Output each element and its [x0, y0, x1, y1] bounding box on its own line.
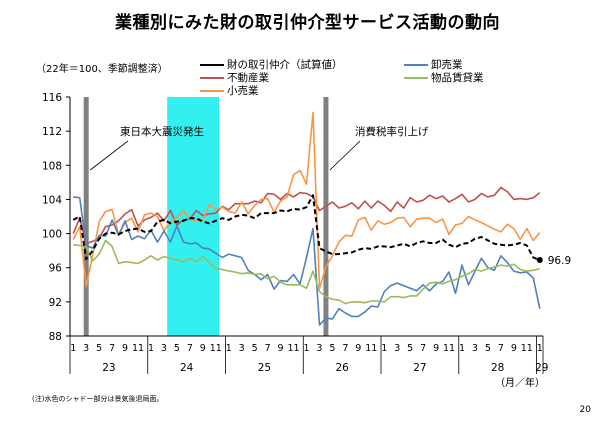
- x-tick-label-60: 1: [459, 343, 465, 354]
- x-tick-label-36: 1: [303, 343, 309, 354]
- x-tick-label-38: 3: [316, 343, 322, 354]
- x-tick-label-18: 7: [187, 343, 193, 354]
- x-tick-label-12: 1: [148, 343, 154, 354]
- x-tick-label-52: 5: [407, 343, 413, 354]
- year-label-27: 27: [413, 362, 426, 374]
- legend-item-series3: 小売業: [200, 83, 259, 98]
- shaded-region-0: [83, 97, 89, 336]
- footnote: (注)水色のシャドー部分は景気後退局面。: [32, 395, 164, 403]
- x-tick-label-2: 3: [83, 343, 89, 354]
- legend-label-series1: 財の取引仲介（試算値）: [227, 59, 343, 71]
- x-tick-label-14: 3: [161, 343, 167, 354]
- series1-last-point: [536, 257, 543, 264]
- last-value-label: 96.9: [548, 255, 571, 267]
- x-tick-label-34: 11: [287, 343, 299, 354]
- x-tick-label-44: 9: [355, 343, 361, 354]
- annotation-earthquake-leader: [89, 140, 129, 171]
- year-label-25: 25: [258, 362, 271, 374]
- series-line-series2: [72, 186, 541, 245]
- y-tick-label-100: 100: [42, 229, 62, 241]
- legend-label-series4: 卸売業: [431, 59, 463, 71]
- y-tick-label-112: 112: [42, 126, 62, 138]
- series-line-series5: [73, 239, 541, 305]
- series-line-series1: [72, 194, 541, 261]
- x-tick-label-4: 5: [96, 343, 102, 354]
- series-line-series3: [72, 111, 541, 290]
- annotation-earthquake: 東日本大震災発生: [120, 125, 204, 138]
- legend-swatch-series4: [404, 64, 428, 66]
- legend-swatch-series3: [200, 90, 224, 92]
- y-tick-label-92: 92: [49, 297, 62, 309]
- x-tick-label-16: 5: [174, 343, 180, 354]
- year-label-29: 29: [535, 362, 548, 374]
- x-tick-label-54: 7: [420, 343, 426, 354]
- x-tick-label-56: 9: [433, 343, 439, 354]
- x-tick-label-6: 7: [109, 343, 115, 354]
- x-tick-label-58: 11: [443, 343, 455, 354]
- x-tick-label-70: 11: [521, 343, 533, 354]
- y-tick-label-104: 104: [42, 194, 62, 206]
- x-tick-label-20: 9: [200, 343, 206, 354]
- legend-label-series2: 不動産業: [227, 72, 269, 84]
- x-tick-label-24: 1: [226, 343, 232, 354]
- x-tick-label-26: 3: [239, 343, 245, 354]
- x-tick-label-8: 9: [122, 343, 128, 354]
- x-tick-label-40: 5: [329, 343, 335, 354]
- x-tick-label-22: 11: [210, 343, 222, 354]
- x-unit-label: （月／年）: [495, 376, 545, 389]
- year-label-24: 24: [180, 362, 194, 374]
- annotation-tax-leader: [329, 140, 361, 171]
- y-tick-label-96: 96: [49, 263, 63, 275]
- x-tick-label-64: 5: [485, 343, 491, 354]
- legend-item-series5: 物品賃貸業: [404, 70, 484, 85]
- x-tick-label-72: 1: [537, 343, 543, 354]
- legend-label-series3: 小売業: [227, 85, 259, 97]
- x-tick-label-46: 11: [365, 343, 377, 354]
- year-label-28: 28: [491, 362, 504, 374]
- y-tick-label-108: 108: [42, 160, 62, 172]
- annotation-tax: 消費税率引上げ: [355, 125, 429, 138]
- y-tick-label-116: 116: [42, 92, 62, 104]
- chart-subtitle: （22年＝100、季節調整済）: [36, 64, 168, 75]
- x-tick-label-68: 9: [511, 343, 517, 354]
- legend-swatch-series1: [200, 64, 224, 66]
- legend-item-series4: 卸売業: [404, 57, 463, 72]
- shaded-region-2: [323, 97, 329, 336]
- legend-item-series1: 財の取引仲介（試算値）: [200, 57, 343, 72]
- shaded-region-1: [167, 97, 220, 336]
- y-tick-label-88: 88: [49, 331, 62, 343]
- year-label-26: 26: [335, 362, 349, 374]
- x-tick-label-30: 7: [265, 343, 271, 354]
- legend-swatch-series5: [404, 77, 428, 79]
- x-tick-label-28: 5: [252, 343, 258, 354]
- x-tick-label-48: 1: [381, 343, 387, 354]
- legend-swatch-series2: [200, 77, 224, 79]
- x-tick-label-0: 1: [70, 343, 76, 354]
- x-tick-label-62: 3: [472, 343, 478, 354]
- x-tick-label-32: 9: [278, 343, 284, 354]
- legend-label-series5: 物品賃貸業: [431, 72, 484, 84]
- x-tick-label-50: 3: [394, 343, 400, 354]
- chart-title: 業種別にみた財の取引仲介型サービス活動の動向: [115, 13, 500, 33]
- legend-item-series2: 不動産業: [200, 70, 269, 85]
- year-label-23: 23: [102, 362, 115, 374]
- page-number: 20: [579, 405, 591, 415]
- x-tick-label-10: 11: [132, 343, 144, 354]
- x-tick-label-66: 7: [498, 343, 504, 354]
- x-tick-label-42: 7: [342, 343, 348, 354]
